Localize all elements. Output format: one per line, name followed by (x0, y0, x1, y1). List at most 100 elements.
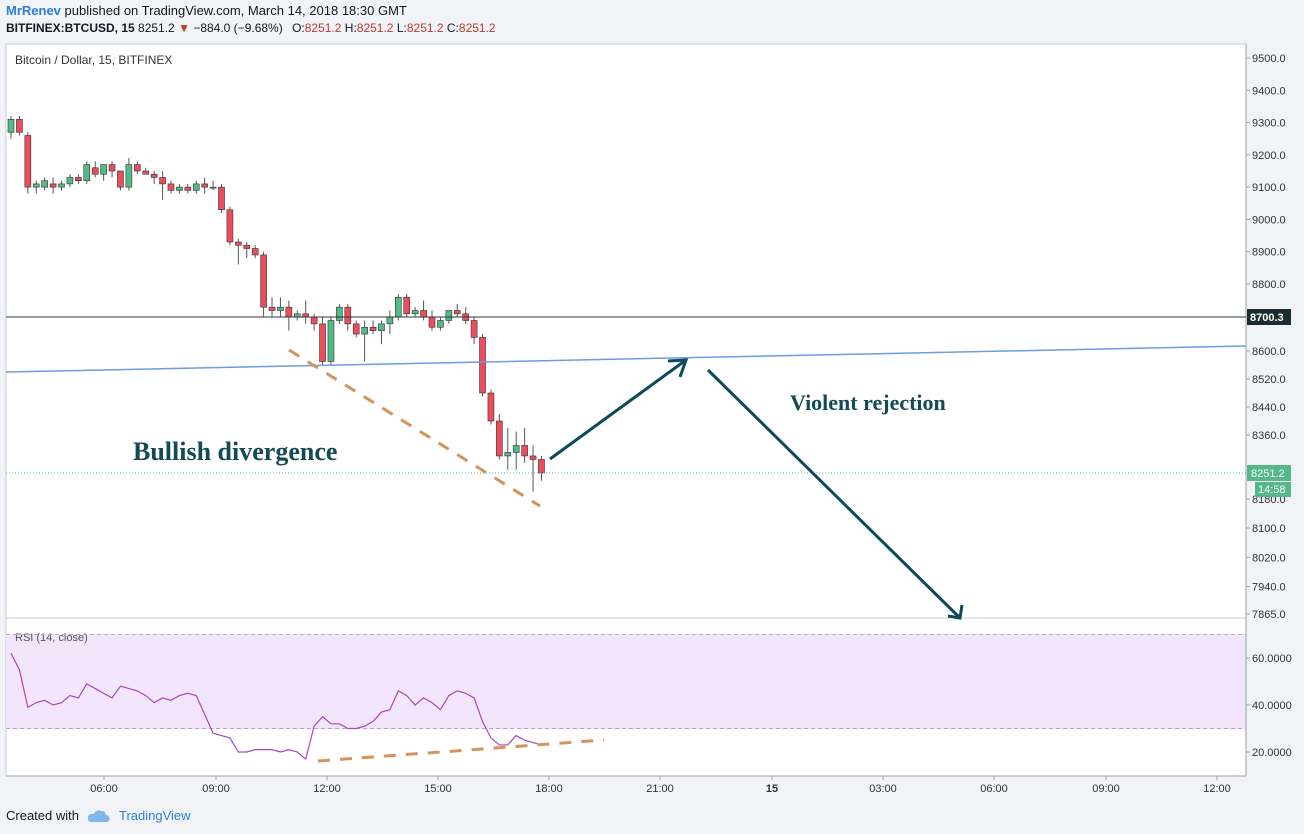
candle-body (395, 296, 402, 318)
candle-body (100, 164, 107, 175)
author-link[interactable]: MrRenev (6, 3, 61, 18)
down-arrow-icon: ▼ (178, 21, 190, 35)
up-arrow-head (667, 358, 689, 378)
price-tick-label: 9500.0 (1252, 53, 1286, 65)
candle-body (66, 177, 74, 185)
candle-body (226, 209, 234, 243)
candle-body (512, 445, 520, 453)
high-label: H: (344, 21, 357, 35)
candle-body (538, 459, 545, 474)
close-label: C: (446, 21, 459, 35)
price-tick-label: 8440.0 (1252, 402, 1286, 414)
candle-body (403, 296, 411, 315)
time-tick-label: 09:00 (1092, 783, 1120, 795)
candle-body (184, 186, 192, 191)
candle-body (277, 306, 284, 311)
candle-body (310, 316, 318, 325)
price-tick-label: 9000.0 (1252, 214, 1286, 226)
time-tick-label: 06:00 (90, 783, 118, 795)
price-tick-label: 8800.0 (1252, 279, 1286, 291)
low-value: 8251.2 (406, 21, 444, 35)
candle-body (108, 164, 116, 172)
candle-body (192, 183, 200, 191)
last-price: 8251.2 (138, 21, 175, 35)
time-tick-label: 15 (766, 783, 778, 795)
candle-body (445, 310, 453, 321)
candle-body (344, 306, 352, 325)
level-price-label: 8700.3 (1250, 312, 1284, 324)
candle-body (420, 310, 427, 318)
candle-body (125, 164, 133, 188)
rsi-band (6, 634, 1246, 729)
countdown-badge (1255, 482, 1291, 497)
candle-body (243, 244, 251, 249)
candle-body (49, 183, 57, 188)
candle-body (285, 306, 293, 318)
time-tick-label: 15:00 (424, 783, 452, 795)
candle-body (378, 323, 385, 331)
price-tick-label: 8900.0 (1252, 247, 1286, 259)
candle-body (251, 248, 259, 256)
candle-body (235, 241, 242, 246)
candle-body (411, 310, 419, 315)
up-arrow-line[interactable] (549, 358, 687, 461)
candle-body (32, 183, 40, 188)
candle-body (496, 420, 503, 457)
candle-body (83, 164, 91, 181)
down-arrow-head (947, 604, 964, 620)
close-value: 8251.2 (458, 21, 496, 35)
price-tick-label: 9300.0 (1252, 118, 1286, 130)
price-tick-label: 8600.0 (1252, 346, 1286, 358)
time-tick-label: 18:00 (535, 783, 563, 795)
ohlc-low: L:8251.2 (397, 21, 447, 35)
last-price-label: 8251.2 (1251, 468, 1285, 480)
rsi-divergence-line[interactable] (317, 738, 605, 763)
price-divergence-line[interactable] (288, 348, 541, 508)
candle-body (327, 320, 335, 362)
rsi-line (10, 653, 542, 761)
time-tick-label: 21:00 (646, 783, 674, 795)
low-label: L: (396, 21, 407, 35)
symbol-name: BITFINEX:BTCUSD, 15 (6, 21, 135, 35)
price-tick-label: 8520.0 (1252, 374, 1286, 386)
annotation-violent-rejection: Violent rejection (790, 390, 946, 415)
time-tick-label: 06:00 (980, 783, 1008, 795)
candle-body (16, 119, 23, 133)
candle-body (91, 167, 99, 175)
down-arrow-line[interactable] (706, 368, 962, 620)
high-value: 8251.2 (356, 21, 394, 35)
open-label: O: (292, 21, 305, 35)
time-tick-label: 12:00 (1203, 783, 1231, 795)
ohlc-open: O:8251.2 (292, 21, 345, 35)
candle-body (209, 186, 217, 189)
price-change: −884.0 (−9.68%) (193, 21, 283, 35)
candle-body (201, 183, 208, 188)
candle-body (7, 119, 15, 133)
ohlc-high: H:8251.2 (345, 21, 397, 35)
candle-body (41, 180, 48, 188)
candle-body (521, 445, 528, 457)
price-tick-label: 8100.0 (1252, 523, 1286, 535)
candle-body (504, 452, 512, 457)
candle-body (479, 337, 486, 394)
candle-body (75, 177, 82, 181)
tradingview-link[interactable]: TradingView (118, 808, 191, 823)
candle-body (134, 164, 141, 172)
price-tick-label: 9400.0 (1252, 85, 1286, 97)
ohlc-close: C:8251.2 (447, 21, 496, 35)
candle-body (487, 392, 495, 422)
price-tick-label: 8020.0 (1252, 552, 1286, 564)
candle-body (176, 186, 183, 191)
price-tick-label: 9200.0 (1252, 150, 1286, 162)
candle-body (386, 316, 394, 325)
price-tick-label: 9100.0 (1252, 182, 1286, 194)
last-price-badge (1247, 465, 1291, 481)
candle-body (167, 183, 175, 191)
symbol-info: BITFINEX:BTCUSD, 15 8251.2 ▼ −884.0 (−9.… (6, 21, 496, 35)
publish-text: published on TradingView.com, March 14, … (64, 3, 407, 18)
rsi-tick-label: 60.0000 (1252, 653, 1292, 665)
candle-body (150, 173, 158, 178)
candle-body (142, 170, 150, 175)
trend-line[interactable] (5, 345, 1247, 373)
